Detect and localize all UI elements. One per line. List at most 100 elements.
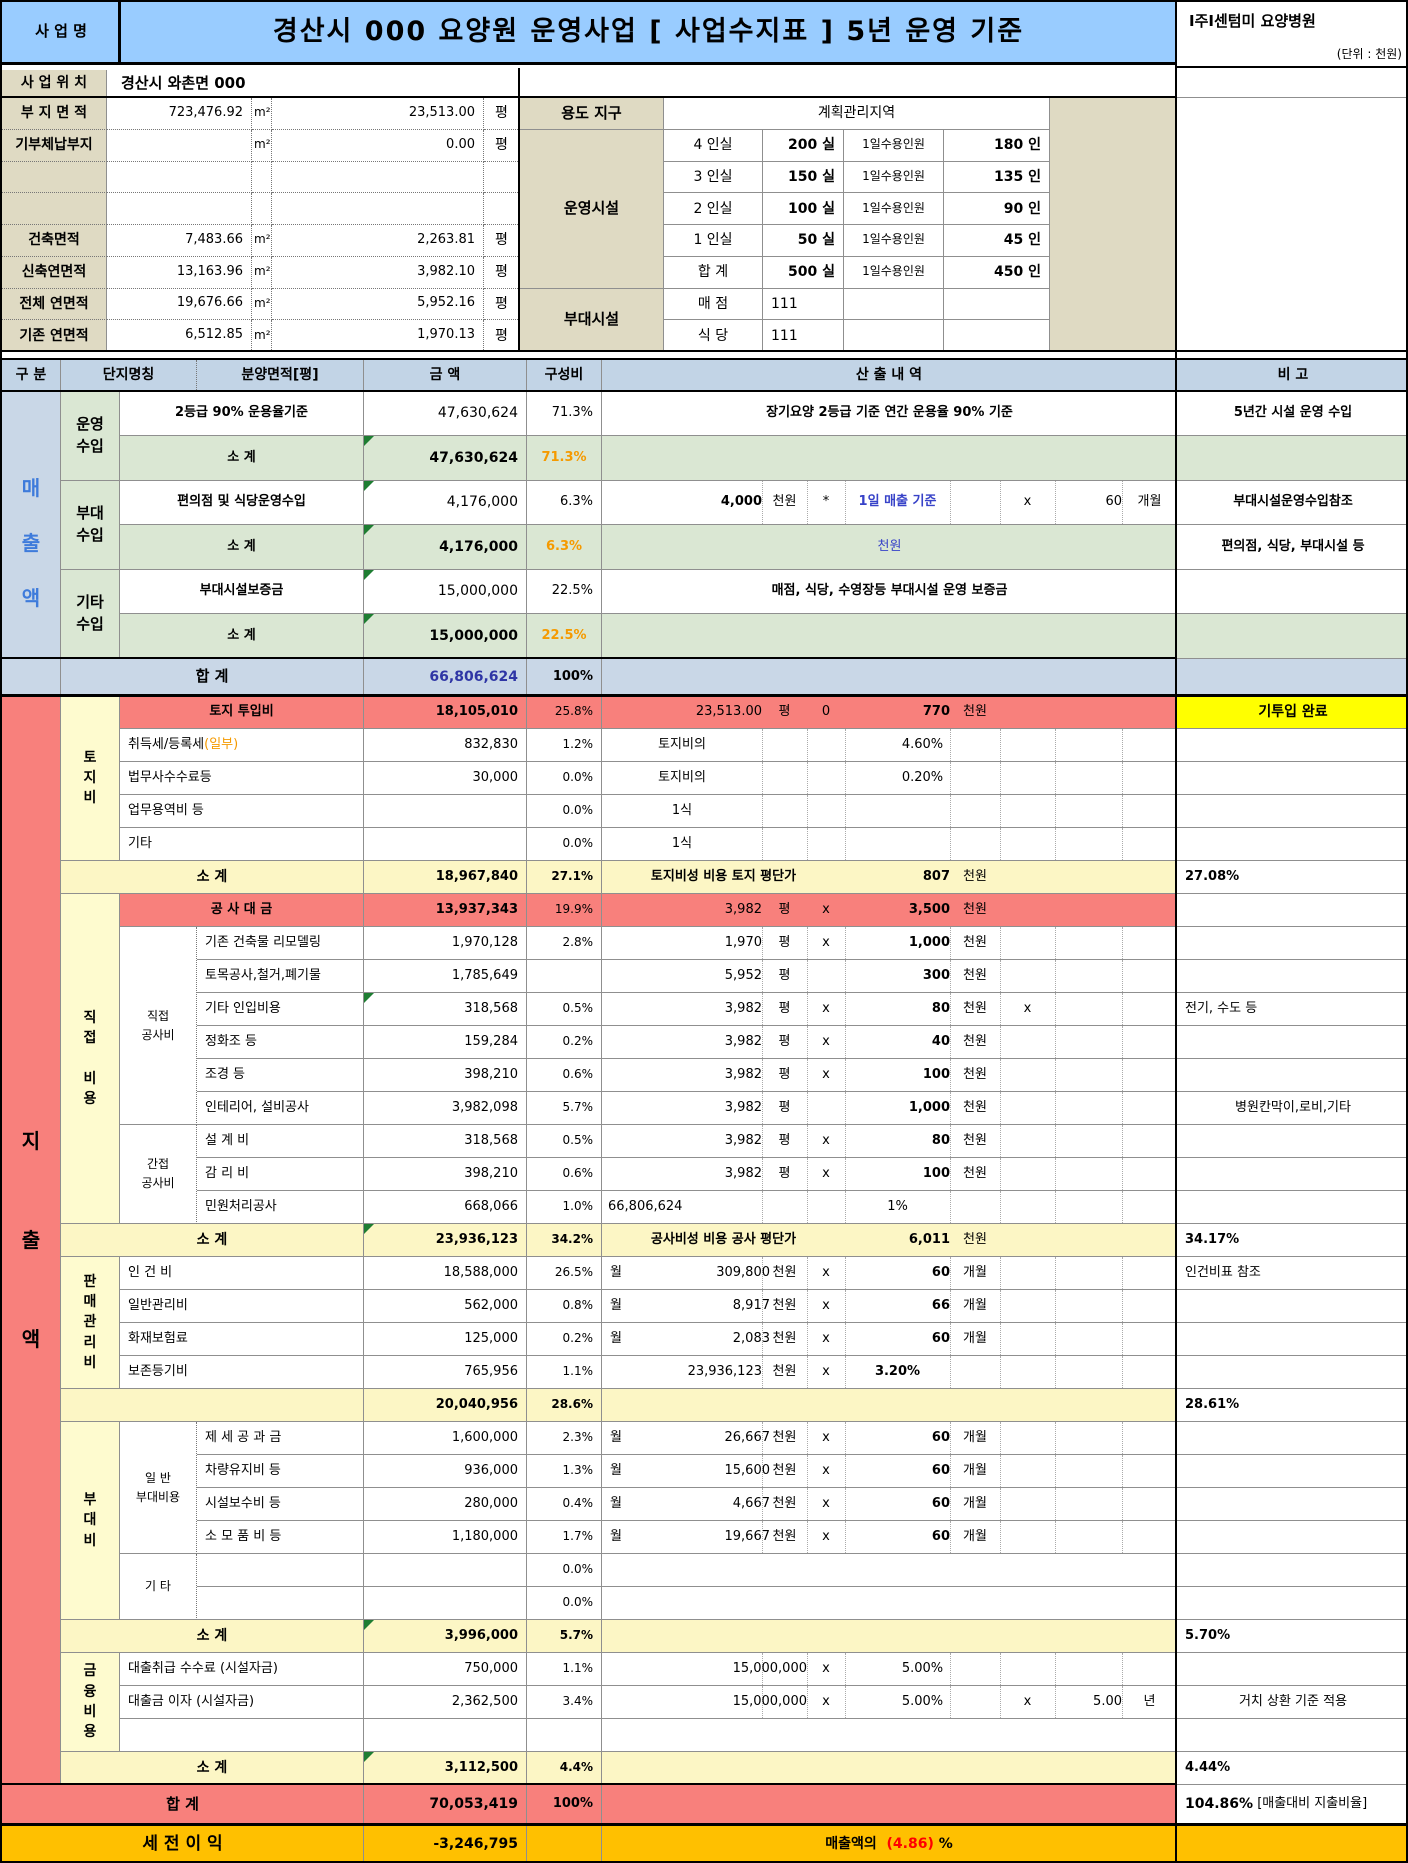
calc-segment: 1,000 <box>908 1099 950 1115</box>
site-area-label: 부 지 면 적 <box>2 98 107 130</box>
expense-note <box>1177 1455 1406 1488</box>
expense-row-name: 인 건 비 <box>120 1257 364 1290</box>
grid-line <box>2 96 1177 98</box>
calc-segment: x <box>822 1033 830 1049</box>
calc-divider <box>950 828 951 860</box>
calc-divider <box>1055 927 1056 959</box>
facility-capacity-label: 1일수용인원 <box>844 193 944 225</box>
expense-subtotal-label: 소 계 <box>61 1620 364 1653</box>
calc-divider <box>1122 1191 1123 1223</box>
calc-divider <box>807 1257 808 1289</box>
facility-capacity-count: 450 인 <box>944 256 1050 289</box>
calc-segment: 100 <box>922 1066 950 1082</box>
calc-divider <box>762 993 763 1025</box>
calc-segment: 5.00% <box>901 1660 944 1676</box>
revenue-row-name: 2등급 90% 운용율기준 <box>120 392 364 436</box>
expense-calc: 월 15,600 천원 x 60 개월 <box>602 1455 1177 1488</box>
calc-divider <box>1000 1290 1001 1322</box>
expense-row-name: 공 사 대 금 <box>120 894 364 927</box>
expense-calc: 3,982 평 x 100 천원 <box>602 1158 1177 1191</box>
expense-note <box>1177 1158 1406 1191</box>
expense-group-label: 직 접 비 용 <box>61 894 120 1224</box>
expense-total-label: 합 계 <box>2 1785 364 1825</box>
calc-divider <box>762 1125 763 1157</box>
calc-divider <box>1055 993 1056 1025</box>
expense-row-name <box>197 1587 364 1620</box>
revenue-group-label: 부대 수입 <box>61 481 120 570</box>
calc-segment: 천원 <box>963 1066 987 1082</box>
expense-total-note: 104.86% [매출대비 지출비율] <box>1177 1785 1406 1825</box>
calc-segment: 3,982 <box>724 1033 762 1049</box>
expense-ratio: 0.0% <box>527 828 602 861</box>
calc-divider <box>1000 1158 1001 1190</box>
calc-divider <box>807 1521 808 1553</box>
calc-divider <box>1122 960 1123 992</box>
expense-calc: 1식 <box>602 795 1177 828</box>
calc-divider <box>845 927 846 959</box>
calc-divider <box>1000 1653 1001 1685</box>
calc-divider <box>1122 1125 1123 1157</box>
calc-divider <box>1122 1257 1123 1289</box>
expense-row-name: 기타 인입비용 <box>197 993 364 1026</box>
calc-segment: 천원 <box>963 967 987 983</box>
expense-calc: 3,982 평 x 40 천원 <box>602 1026 1177 1059</box>
calc-divider <box>1055 1653 1056 1685</box>
calc-divider <box>807 927 808 959</box>
expense-note <box>1177 1191 1406 1224</box>
expense-calc: 3,982 평 x 80 천원 x <box>602 993 1177 1026</box>
facility-capacity-count: 45 인 <box>944 225 1050 257</box>
calc-divider <box>807 1653 808 1685</box>
expense-group-label: 판 매 관 리 비 <box>61 1257 120 1389</box>
calc-divider <box>845 729 846 761</box>
calc-segment: 월 309,800 <box>610 1264 770 1280</box>
calc-divider <box>807 1488 808 1520</box>
expense-amount: 750,000 <box>364 1653 527 1686</box>
calc-divider <box>1000 795 1001 827</box>
calc-segment: 60 <box>1105 494 1122 510</box>
expense-row-name: 정화조 등 <box>197 1026 364 1059</box>
expense-calc: 월 19,667 천원 x 60 개월 <box>602 1521 1177 1554</box>
calc-segment: x <box>822 1165 830 1181</box>
revenue-ratio: 22.5% <box>527 570 602 614</box>
calc-segment: 100 <box>922 1165 950 1181</box>
site-area-m2-unit: m² <box>252 129 272 162</box>
site-location-label: 사 업 위 치 <box>2 70 107 98</box>
calc-segment: 40 <box>931 1033 950 1049</box>
expense-calc <box>602 1587 1177 1620</box>
calc-segment: x <box>1023 1693 1032 1709</box>
calc-segment: 평 <box>778 703 791 719</box>
expense-note: 인건비표 참조 <box>1177 1257 1406 1290</box>
expense-note <box>1177 1587 1406 1620</box>
calc-divider <box>950 762 951 794</box>
calc-segment: 80 <box>931 1132 950 1148</box>
calc-divider <box>807 1026 808 1058</box>
calc-divider <box>807 1356 808 1388</box>
calc-segment: 23,936,123 <box>687 1363 762 1379</box>
expense-group-label: 토 지 비 <box>61 696 120 861</box>
expense-ratio: 0.0% <box>527 762 602 795</box>
profit-calc-suffix: % <box>933 1836 953 1853</box>
expense-note <box>1177 1422 1406 1455</box>
site-area-pyeong: 2,263.81 <box>272 225 484 257</box>
calc-divider <box>845 1422 846 1454</box>
calc-segment: 3,982 <box>724 901 762 917</box>
expense-amount <box>364 795 527 828</box>
calc-segment: 66,806,624 <box>608 1198 683 1214</box>
calc-divider <box>1055 1059 1056 1091</box>
expense-ratio: 25.8% <box>527 696 602 729</box>
calc-divider <box>845 1158 846 1190</box>
calc-segment: 토지비의 <box>658 736 706 752</box>
expense-row-name: 차량유지비 등 <box>197 1455 364 1488</box>
calc-segment: 807 <box>922 868 950 884</box>
calc-segment: 천원 <box>963 1132 987 1148</box>
facility-room-count: 200 실 <box>763 129 844 162</box>
calc-segment: 천원 <box>772 1297 797 1313</box>
expense-note <box>1177 1323 1406 1356</box>
calc-segment: 천원 <box>772 1429 797 1445</box>
expense-note: 거치 상환 기준 적용 <box>1177 1686 1406 1719</box>
calc-segment: x <box>822 1462 830 1478</box>
expense-amount: 18,105,010 <box>364 696 527 729</box>
site-area-pyeong-unit: 평 <box>484 256 520 289</box>
facility-room-type: 3 인실 <box>664 161 763 194</box>
expense-amount: 562,000 <box>364 1290 527 1323</box>
